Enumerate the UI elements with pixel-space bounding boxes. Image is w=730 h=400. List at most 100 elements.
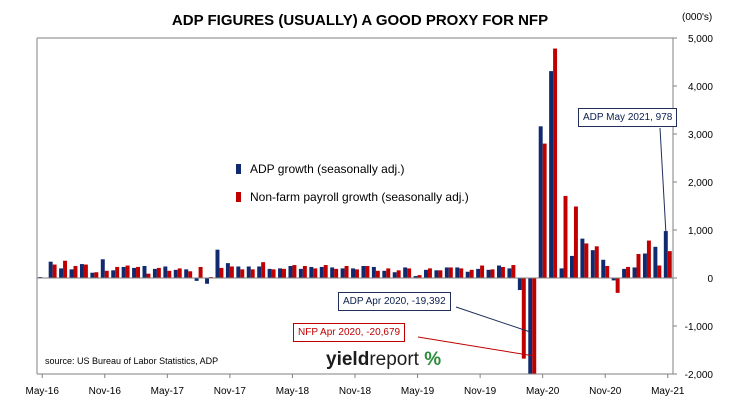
adp-bar-dec-18 bbox=[361, 266, 366, 278]
nfp-bar-sep-18 bbox=[334, 268, 339, 278]
nfp-bar-apr-20 bbox=[532, 278, 537, 374]
nfp-bar-jul-17 bbox=[188, 271, 193, 278]
y-tick-label-7: 5,000 bbox=[688, 34, 713, 45]
nfp-bar-feb-20 bbox=[511, 265, 516, 278]
nfp-bar-mar-19 bbox=[396, 270, 401, 278]
adp-bar-oct-17 bbox=[215, 249, 220, 278]
adp-bar-sep-18 bbox=[330, 267, 335, 278]
adp-bar-jan-17 bbox=[121, 266, 126, 278]
nfp-bar-may-21 bbox=[667, 251, 672, 278]
adp-bar-aug-17 bbox=[194, 278, 199, 281]
legend-item-adp: ADP growth (seasonally adj.) bbox=[236, 158, 469, 180]
source-note: source: US Bureau of Labor Statistics, A… bbox=[45, 356, 219, 366]
nfp-bar-sep-16 bbox=[83, 264, 88, 278]
adp-bar-dec-17 bbox=[236, 266, 241, 278]
nfp-bar-nov-18 bbox=[355, 269, 359, 278]
adp-bar-jun-16 bbox=[48, 261, 53, 278]
adp-bar-aug-18 bbox=[319, 266, 324, 278]
nfp-bar-feb-19 bbox=[386, 268, 391, 278]
adp-bar-oct-19 bbox=[465, 271, 470, 278]
nfp-bar-may-18 bbox=[292, 265, 297, 278]
nfp-bar-jun-18 bbox=[302, 266, 307, 278]
adp-bar-sep-17 bbox=[205, 278, 210, 284]
y-tick-label-3: 1,000 bbox=[688, 226, 713, 237]
adp-bar-feb-18 bbox=[257, 266, 262, 278]
nfp-bar-dec-16 bbox=[115, 266, 120, 278]
adp-bar-apr-19 bbox=[403, 267, 408, 278]
adp-bar-jan-19 bbox=[371, 266, 376, 278]
nfp-bar-oct-20 bbox=[594, 246, 599, 278]
nfp-bar-jun-19 bbox=[427, 268, 432, 278]
adp-bar-mar-20 bbox=[517, 278, 522, 290]
adp-bar-jul-17 bbox=[184, 269, 189, 278]
nfp-bar-nov-19 bbox=[480, 265, 485, 278]
nfp-bar-jun-16 bbox=[52, 264, 57, 278]
x-tick-label-9: Nov-20 bbox=[589, 386, 622, 397]
bars-group bbox=[38, 48, 672, 374]
logo-word-yield: yield bbox=[326, 349, 370, 370]
y-axis-units: (000's) bbox=[682, 12, 713, 23]
nfp-bar-apr-21 bbox=[657, 265, 662, 278]
x-tick-label-8: May-20 bbox=[526, 386, 560, 397]
y-axis-ticks: -2,000 -1,000 0 1,000 2,000 3,000 4,000 5,000 bbox=[673, 34, 713, 381]
adp-bar-may-20 bbox=[538, 126, 543, 278]
nfp-bar-jan-20 bbox=[500, 266, 505, 278]
leader-adp-may-2021 bbox=[659, 127, 667, 232]
nfp-bar-feb-17 bbox=[136, 266, 141, 278]
nfp-bar-mar-17 bbox=[146, 273, 151, 278]
adp-bar-jan-21 bbox=[622, 268, 627, 278]
nfp-bar-sep-19 bbox=[459, 268, 464, 278]
legend-swatch-nfp bbox=[236, 192, 241, 202]
adp-bar-may-21 bbox=[663, 231, 668, 278]
y-tick-label-5: 3,000 bbox=[688, 130, 713, 141]
x-tick-label-3: Nov-17 bbox=[214, 386, 247, 397]
nfp-bar-dec-19 bbox=[490, 269, 495, 278]
callout-nfp-apr-2020: NFP Apr 2020, -20,679 bbox=[293, 323, 406, 342]
adp-bar-apr-20 bbox=[528, 278, 533, 374]
adp-bar-sep-20 bbox=[580, 238, 585, 278]
adp-bar-jul-16 bbox=[59, 268, 64, 278]
adp-bar-dec-20 bbox=[611, 278, 616, 281]
nfp-bar-mar-21 bbox=[646, 240, 651, 278]
adp-bar-jun-17 bbox=[173, 269, 178, 278]
nfp-bar-may-19 bbox=[417, 275, 422, 278]
adp-bar-mar-21 bbox=[642, 253, 647, 278]
nfp-bar-apr-19 bbox=[407, 268, 412, 278]
nfp-bar-may-17 bbox=[167, 270, 172, 278]
adp-bar-nov-17 bbox=[225, 263, 230, 278]
y-tick-label-1: -1,000 bbox=[685, 322, 714, 333]
x-tick-label-6: May-19 bbox=[401, 386, 435, 397]
x-tick-label-1: Nov-16 bbox=[89, 386, 122, 397]
adp-bar-may-18 bbox=[288, 266, 293, 278]
y-tick-label-2: 0 bbox=[707, 274, 713, 285]
adp-bar-oct-16 bbox=[90, 272, 95, 278]
adp-bar-nov-19 bbox=[476, 268, 481, 278]
nfp-bar-nov-20 bbox=[605, 266, 610, 278]
yieldreport-logo: yieldreport % bbox=[326, 349, 441, 371]
adp-bar-jan-20 bbox=[497, 265, 501, 278]
nfp-bar-dec-20 bbox=[615, 278, 620, 293]
nfp-bar-dec-17 bbox=[240, 269, 245, 278]
legend-swatch-adp bbox=[236, 164, 241, 174]
adp-bar-mar-19 bbox=[392, 272, 397, 278]
nfp-bar-jun-17 bbox=[177, 268, 182, 278]
nfp-bar-jul-20 bbox=[563, 195, 568, 278]
adp-bar-mar-17 bbox=[142, 266, 147, 278]
adp-bar-apr-21 bbox=[653, 246, 658, 278]
nfp-bar-feb-21 bbox=[636, 254, 641, 278]
nfp-bar-nov-16 bbox=[104, 270, 109, 278]
adp-bar-feb-21 bbox=[632, 267, 637, 278]
nfp-bar-aug-20 bbox=[573, 206, 578, 278]
adp-bar-dec-19 bbox=[486, 269, 491, 278]
nfp-bar-oct-16 bbox=[94, 272, 99, 278]
y-tick-label-6: 4,000 bbox=[688, 82, 713, 93]
nfp-bar-jan-17 bbox=[125, 265, 130, 278]
adp-bar-feb-17 bbox=[132, 267, 137, 278]
adp-bar-dec-16 bbox=[111, 270, 116, 278]
nfp-bar-nov-17 bbox=[229, 266, 234, 278]
adp-bar-jul-19 bbox=[434, 270, 439, 278]
x-tick-label-5: Nov-18 bbox=[339, 386, 372, 397]
nfp-bar-jun-20 bbox=[553, 48, 558, 279]
